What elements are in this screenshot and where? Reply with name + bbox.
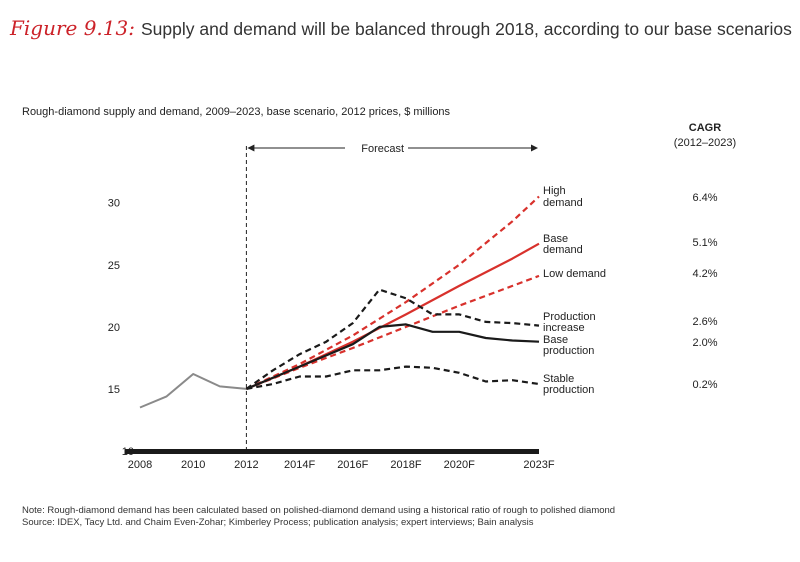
chart-subtitle: Rough-diamond supply and demand, 2009–20… xyxy=(22,106,451,118)
figure-title-text: Supply and demand will be balanced throu… xyxy=(140,19,792,39)
x-tick-label: 2020F xyxy=(444,459,475,471)
figure-title: Figure 9.13: Supply and demand will be ba… xyxy=(10,16,792,40)
cagr-value: 2.6% xyxy=(692,316,717,328)
cagr-value: 4.2% xyxy=(692,268,717,280)
x-tick-label: 2023F xyxy=(523,459,554,471)
y-tick-label: 15 xyxy=(108,384,120,396)
x-tick-label: 2018F xyxy=(390,459,421,471)
cagr-value: 2.0% xyxy=(692,337,717,349)
end-label: Base xyxy=(543,233,568,245)
x-tick-label: 2010 xyxy=(181,459,205,471)
forecast-arrowhead-left xyxy=(247,144,255,152)
x-axis-line xyxy=(125,449,539,454)
cagr-value: 0.2% xyxy=(692,379,717,391)
end-label: demand xyxy=(543,244,583,256)
line-chart: 15202530102008201020122014F2016F2018F202… xyxy=(108,122,736,471)
end-label: High xyxy=(543,185,566,197)
forecast-label: Forecast xyxy=(361,143,404,155)
y-tick-label: 20 xyxy=(108,322,120,334)
end-label: production xyxy=(543,384,594,396)
end-label: production xyxy=(543,345,594,357)
end-label: Base xyxy=(543,334,568,346)
end-label: increase xyxy=(543,322,585,334)
figure-number: Figure 9.13: xyxy=(10,16,135,40)
end-label: Stable xyxy=(543,373,574,385)
x-tick-label: 2012 xyxy=(234,459,258,471)
cagr-period: (2012–2023) xyxy=(674,137,736,149)
end-label: Low demand xyxy=(543,268,606,280)
series-line-high-demand xyxy=(245,195,540,390)
source-line: Source: IDEX, Tacy Ltd. and Chaim Even-Z… xyxy=(22,517,534,528)
y-tick-label: 25 xyxy=(108,260,120,272)
series-line-historical xyxy=(139,373,247,409)
series-line-low-demand xyxy=(245,274,540,390)
note-line: Note: Rough-diamond demand has been calc… xyxy=(22,505,616,516)
end-label: demand xyxy=(543,197,583,209)
series-line-base-production xyxy=(245,323,540,390)
cagr-value: 5.1% xyxy=(692,237,717,249)
chart-note: Note: Rough-diamond demand has been calc… xyxy=(22,505,615,529)
x-tick-label: 2014F xyxy=(284,459,315,471)
series-line-production-increase xyxy=(245,288,540,390)
x-tick-label: 2008 xyxy=(128,459,152,471)
cagr-heading: CAGR xyxy=(689,122,721,134)
cagr-value: 6.4% xyxy=(692,192,717,204)
forecast-arrowhead-right xyxy=(531,144,538,152)
x-tick-label: 2016F xyxy=(337,459,368,471)
series-line-stable-production xyxy=(246,365,540,390)
end-label: Production xyxy=(543,311,596,323)
series-line-base-demand xyxy=(245,242,540,390)
y-tick-label: 30 xyxy=(108,198,120,210)
